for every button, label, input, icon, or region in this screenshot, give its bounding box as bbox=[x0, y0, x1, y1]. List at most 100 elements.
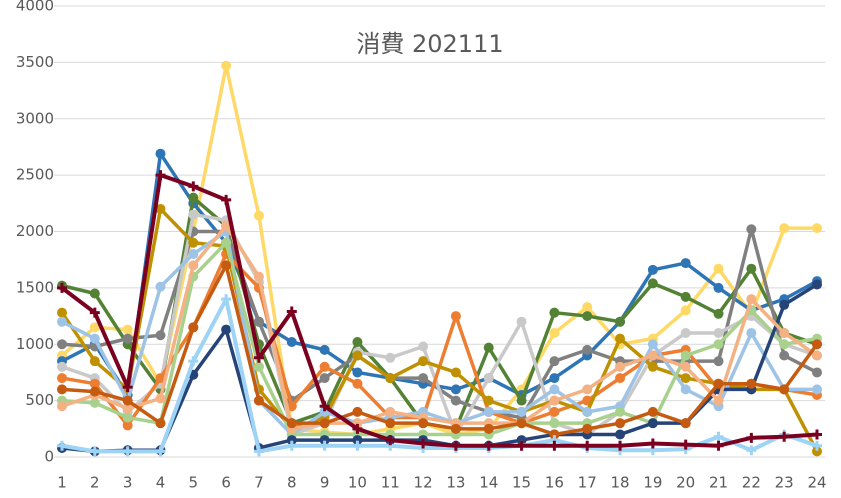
point-marker bbox=[615, 333, 626, 344]
point-marker bbox=[812, 384, 822, 395]
point-marker bbox=[352, 423, 363, 434]
series-line bbox=[61, 224, 818, 431]
point-marker bbox=[122, 324, 133, 335]
point-marker bbox=[155, 373, 166, 384]
point-marker bbox=[549, 307, 560, 318]
point-marker bbox=[582, 406, 593, 417]
series-line bbox=[61, 241, 818, 437]
point-marker bbox=[713, 431, 724, 442]
point-marker bbox=[385, 406, 396, 417]
point-marker bbox=[549, 356, 560, 367]
point-marker bbox=[89, 333, 100, 344]
series-line bbox=[61, 229, 817, 437]
point-marker bbox=[221, 294, 232, 305]
x-tick-label: 5 bbox=[189, 474, 199, 492]
point-marker bbox=[450, 367, 461, 378]
point-marker bbox=[188, 249, 199, 260]
point-marker bbox=[516, 395, 527, 406]
point-marker bbox=[647, 406, 658, 417]
point-marker bbox=[319, 344, 330, 355]
point-marker bbox=[812, 339, 822, 350]
point-marker bbox=[221, 237, 232, 248]
point-marker bbox=[549, 395, 560, 406]
x-tick-label: 23 bbox=[775, 474, 794, 492]
point-marker bbox=[450, 423, 461, 434]
point-marker bbox=[746, 224, 757, 235]
point-marker bbox=[89, 356, 100, 367]
point-marker bbox=[680, 258, 691, 269]
point-marker bbox=[746, 432, 757, 443]
point-marker bbox=[450, 440, 461, 451]
point-marker bbox=[122, 395, 133, 406]
point-marker bbox=[155, 393, 166, 404]
point-marker bbox=[352, 350, 363, 361]
y-tick-label: 1000 bbox=[16, 335, 54, 353]
point-marker bbox=[122, 420, 133, 431]
point-marker bbox=[680, 373, 691, 384]
x-tick-label: 6 bbox=[221, 474, 231, 492]
point-marker bbox=[680, 384, 691, 395]
point-marker bbox=[812, 223, 822, 234]
point-marker bbox=[122, 446, 133, 457]
point-marker bbox=[647, 350, 658, 361]
point-marker bbox=[680, 361, 691, 372]
point-marker bbox=[319, 418, 330, 429]
point-marker bbox=[516, 316, 527, 327]
point-marker bbox=[221, 260, 232, 271]
point-marker bbox=[286, 306, 297, 317]
point-marker bbox=[188, 237, 199, 248]
point-marker bbox=[680, 291, 691, 302]
x-tick-label: 17 bbox=[578, 474, 597, 492]
point-marker bbox=[647, 264, 658, 275]
point-marker bbox=[57, 401, 67, 412]
point-marker bbox=[746, 263, 757, 274]
point-marker bbox=[615, 406, 626, 417]
point-marker bbox=[582, 384, 593, 395]
point-marker bbox=[286, 418, 297, 429]
point-marker bbox=[647, 278, 658, 289]
point-marker bbox=[680, 327, 691, 338]
point-marker bbox=[253, 361, 264, 372]
point-marker bbox=[812, 350, 822, 361]
point-marker bbox=[89, 288, 100, 299]
point-marker bbox=[779, 223, 790, 234]
point-marker bbox=[57, 316, 67, 327]
point-marker bbox=[615, 418, 626, 429]
point-marker bbox=[516, 418, 527, 429]
point-marker bbox=[746, 378, 757, 389]
point-marker bbox=[221, 194, 232, 205]
point-marker bbox=[549, 429, 560, 440]
series-line bbox=[60, 64, 817, 437]
point-marker bbox=[352, 406, 363, 417]
point-marker bbox=[647, 418, 658, 429]
point-marker bbox=[352, 336, 363, 347]
point-marker bbox=[122, 412, 133, 423]
point-marker bbox=[57, 307, 67, 318]
x-tick-label: 13 bbox=[446, 474, 465, 492]
point-marker bbox=[319, 401, 330, 412]
point-marker bbox=[155, 170, 166, 181]
point-marker bbox=[549, 384, 560, 395]
point-marker bbox=[155, 330, 166, 341]
x-tick-label: 20 bbox=[676, 474, 695, 492]
point-marker bbox=[418, 356, 429, 367]
x-tick-label: 24 bbox=[807, 474, 826, 492]
point-marker bbox=[57, 282, 67, 293]
point-marker bbox=[582, 302, 593, 313]
x-tick-label: 19 bbox=[643, 474, 662, 492]
point-marker bbox=[615, 429, 626, 440]
point-marker bbox=[516, 435, 527, 446]
point-marker bbox=[385, 352, 396, 363]
y-tick-label: 2000 bbox=[16, 222, 54, 240]
point-marker bbox=[57, 384, 67, 395]
point-marker bbox=[779, 339, 790, 350]
y-tick-label: 1500 bbox=[16, 278, 54, 296]
x-tick-label: 21 bbox=[709, 474, 728, 492]
point-marker bbox=[647, 438, 658, 449]
x-tick-label: 9 bbox=[320, 474, 330, 492]
point-marker bbox=[122, 403, 133, 414]
point-marker bbox=[779, 384, 790, 395]
point-marker bbox=[253, 316, 264, 327]
point-marker bbox=[746, 294, 757, 305]
